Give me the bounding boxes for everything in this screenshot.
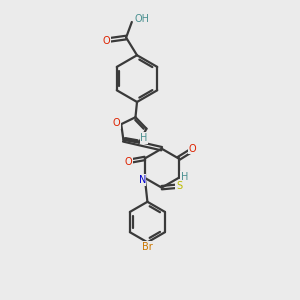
- Text: Br: Br: [142, 242, 153, 252]
- Text: O: O: [102, 37, 110, 46]
- Text: H: H: [181, 172, 188, 182]
- Text: OH: OH: [135, 14, 150, 24]
- Text: O: O: [189, 144, 196, 154]
- Text: H: H: [140, 133, 148, 143]
- Text: O: O: [113, 118, 120, 128]
- Text: O: O: [124, 157, 132, 167]
- Text: N: N: [139, 175, 146, 185]
- Text: S: S: [176, 182, 182, 191]
